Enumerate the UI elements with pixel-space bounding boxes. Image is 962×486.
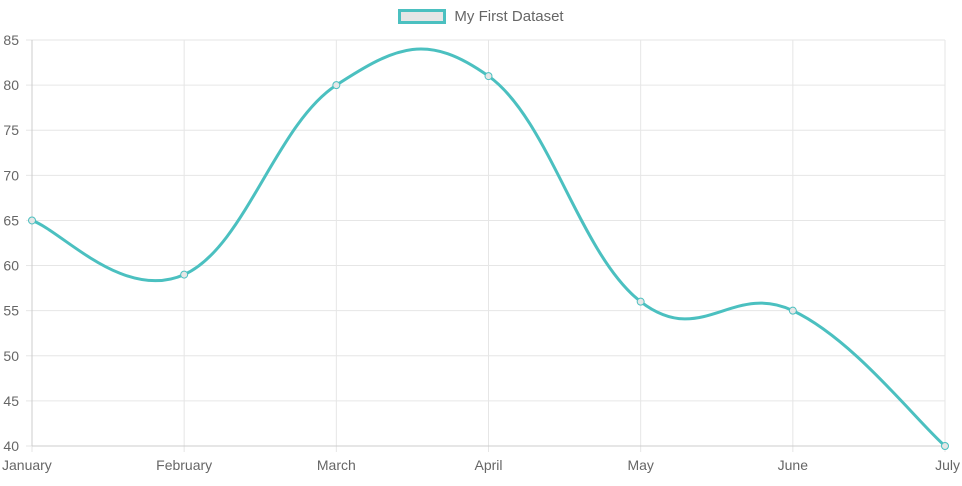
legend-swatch xyxy=(398,9,447,24)
y-tick-label: 65 xyxy=(3,212,19,228)
x-tick-label: May xyxy=(627,457,653,473)
data-point-july xyxy=(941,442,949,450)
data-point-february xyxy=(180,270,189,279)
y-tick-label: 75 xyxy=(3,122,19,138)
data-point-march xyxy=(332,81,341,90)
y-tick-label: 70 xyxy=(3,167,19,183)
x-tick-label: June xyxy=(778,457,809,473)
x-tick-label: April xyxy=(474,457,502,473)
data-point-january xyxy=(28,216,36,225)
legend-label-my-first-dataset: My First Dataset xyxy=(454,8,564,25)
y-tick-label: 60 xyxy=(3,258,19,274)
x-tick-label: February xyxy=(156,457,212,473)
data-point-april xyxy=(484,72,493,81)
y-tick-label: 45 xyxy=(3,393,19,409)
data-point-june xyxy=(788,306,797,315)
x-tick-label: March xyxy=(317,457,356,473)
y-tick-label: 55 xyxy=(3,303,19,319)
y-tick-label: 85 xyxy=(3,32,19,48)
legend[interactable]: My First Dataset xyxy=(0,8,962,25)
y-tick-label: 80 xyxy=(3,77,19,93)
x-tick-label: January xyxy=(2,457,52,473)
x-tick-label: July xyxy=(935,457,960,473)
y-tick-label: 50 xyxy=(3,348,19,364)
y-tick-label: 40 xyxy=(3,438,19,454)
data-point-may xyxy=(636,297,645,306)
